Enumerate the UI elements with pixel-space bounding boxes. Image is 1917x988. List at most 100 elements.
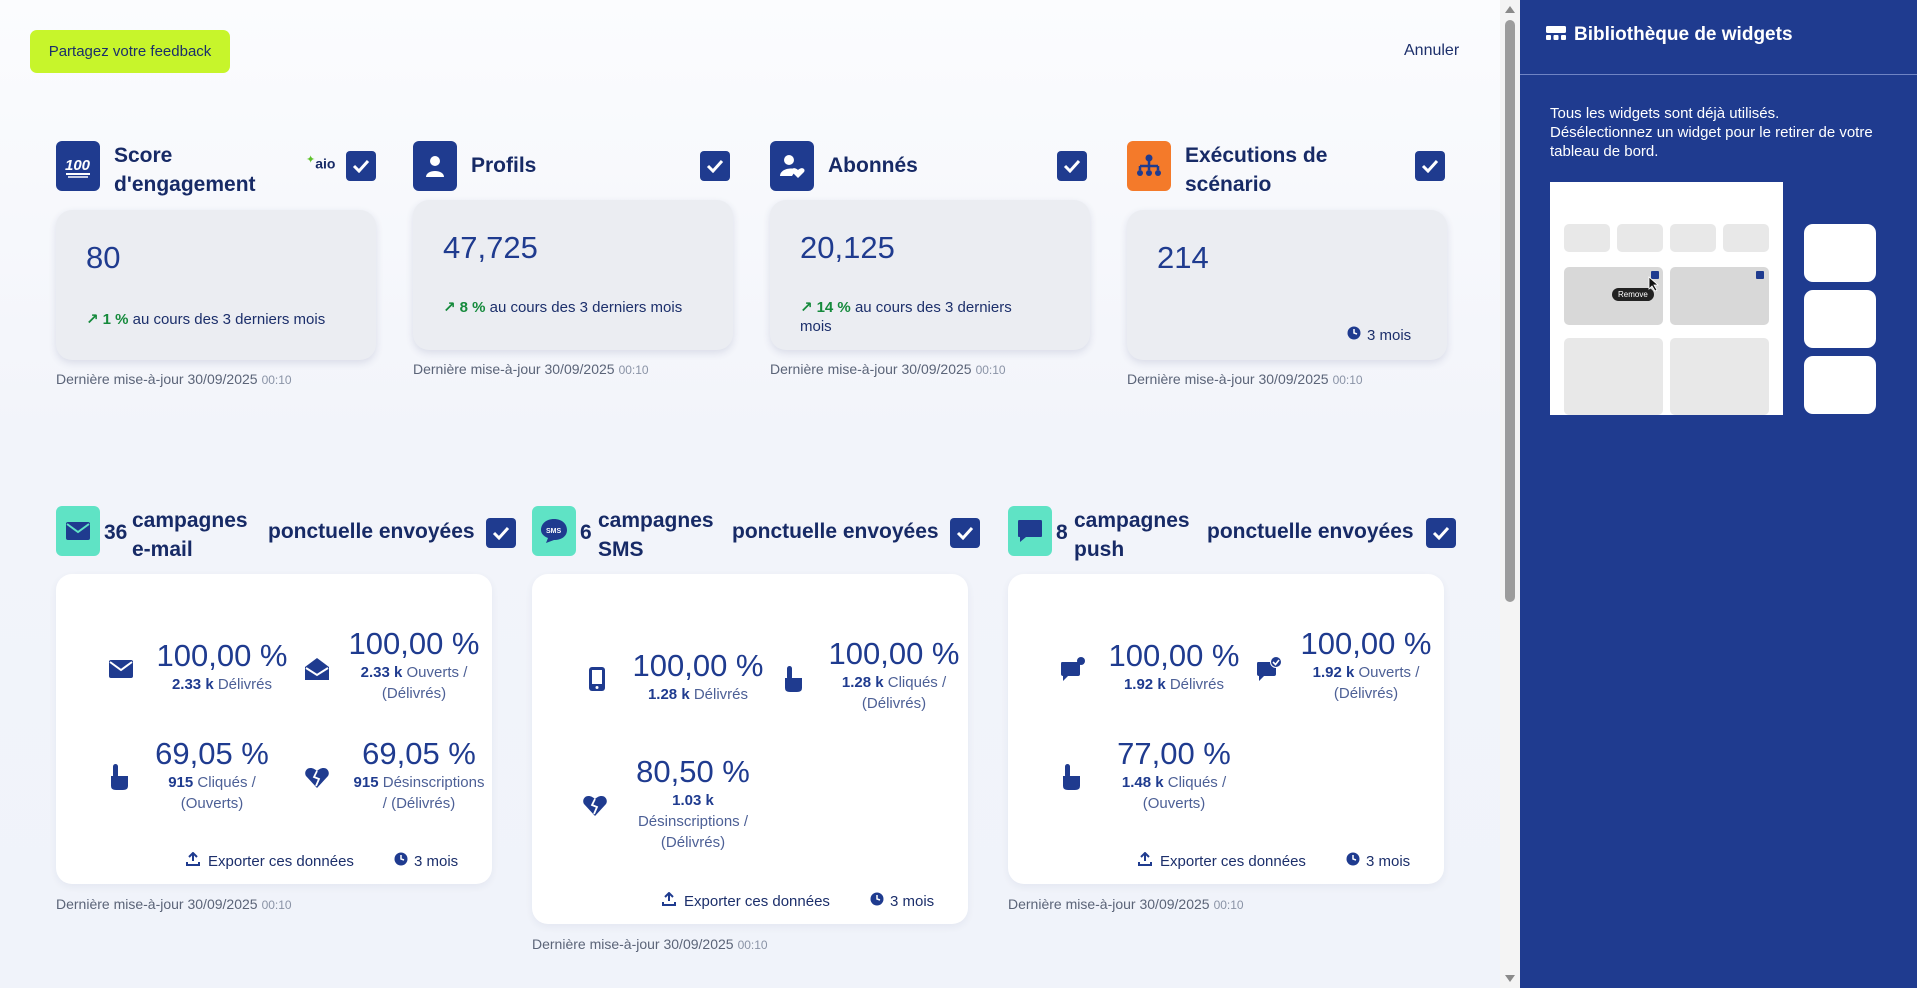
stat-opened: 100,00 % 1.92 k Ouverts / (Délivrés) <box>1300 626 1432 702</box>
trend-up-icon: ↗ <box>800 299 813 316</box>
widget-select-checkbox[interactable] <box>486 518 516 548</box>
preview-tile <box>1670 267 1769 325</box>
campaign-count: 36 <box>104 521 128 544</box>
widget-email-campaigns: 36 campagnes e-mail ponctuelle envoyées … <box>56 506 516 916</box>
clock-icon <box>1346 852 1360 870</box>
widget-preview-illustration: Remove <box>1550 182 1783 415</box>
pointer-hand-icon <box>106 764 132 790</box>
stat-clicked: 77,00 % 1.48 k Cliqués / (Ouverts) <box>1117 736 1231 812</box>
kpi-card: 20,125 ↗ 14 % au cours des 3 derniers mois <box>770 200 1090 350</box>
clock-icon <box>394 852 408 870</box>
widget-select-checkbox[interactable] <box>1057 151 1087 181</box>
stat-clicked: 100,00 % 1.28 k Cliqués / (Délivrés) <box>828 636 960 712</box>
campaign-label: campagnes SMS <box>598 509 714 561</box>
widget-subscribers: Abonnés 20,125 ↗ 14 % au cours des 3 dern… <box>770 141 1090 381</box>
kpi-trend: ↗ 14 % au cours des 3 derniers mois <box>800 299 1012 335</box>
upload-icon <box>662 891 676 910</box>
widget-select-checkbox[interactable] <box>1415 151 1445 181</box>
pointer-hand-icon <box>780 666 806 692</box>
preview-tile <box>1670 224 1716 252</box>
preview-tile <box>1564 224 1610 252</box>
kpi-value: 47,725 <box>443 230 538 265</box>
widget-template-card[interactable] <box>1804 356 1876 414</box>
score-100-icon: 100 <box>56 141 100 191</box>
phone-icon <box>584 666 610 692</box>
hierarchy-icon <box>1127 141 1171 191</box>
period-selector[interactable]: 3 mois <box>870 892 934 910</box>
campaign-suffix: ponctuelle envoyées <box>1207 520 1414 543</box>
last-update: Dernière mise-à-jour 30/09/2025 00:10 <box>56 371 292 387</box>
export-button[interactable]: Exporter ces données <box>1138 851 1306 870</box>
preview-tile <box>1723 224 1769 252</box>
widget-library-icon <box>1546 24 1566 46</box>
panel-title: Bibliothèque de widgets <box>1546 24 1793 46</box>
clock-icon <box>870 892 884 910</box>
last-update: Dernière mise-à-jour 30/09/2025 00:10 <box>1008 896 1244 912</box>
widget-library-panel: Bibliothèque de widgets Tous les widgets… <box>1520 0 1917 988</box>
stat-delivered: 100,00 % 1.92 k Délivrés <box>1108 638 1240 693</box>
stat-clicked: 69,05 % 915 Cliqués / (Ouverts) <box>155 736 269 812</box>
kpi-value: 214 <box>1157 240 1209 275</box>
campaign-label: campagnes push <box>1074 509 1190 561</box>
widget-profiles: Profils 47,725 ↗ 8 % au cours des 3 derni… <box>413 141 733 381</box>
trend-up-icon: ↗ <box>443 299 456 316</box>
widget-engagement-score: 100 Score d'engagement ✦aio 80 ↗ 1 % au c… <box>56 141 376 391</box>
widget-title: Score d'engagement <box>114 144 256 196</box>
kpi-value: 80 <box>86 240 121 275</box>
widget-select-checkbox[interactable] <box>346 151 376 181</box>
kpi-trend: ↗ 1 % au cours des 3 derniers mois <box>86 311 326 328</box>
panel-description: Tous les widgets sont déjà utilisés. Dés… <box>1550 105 1873 160</box>
campaign-count: 8 <box>1056 521 1068 544</box>
kpi-card: 80 ↗ 1 % au cours des 3 derniers mois <box>56 210 376 360</box>
scroll-up-arrow[interactable] <box>1505 6 1515 13</box>
broken-heart-icon <box>582 792 608 818</box>
cancel-link[interactable]: Annuler <box>1404 42 1460 59</box>
stat-unsubscribed: 69,05 % 915 Désinscriptions / (Délivrés) <box>353 736 485 812</box>
export-button[interactable]: Exporter ces données <box>662 891 830 910</box>
widget-scenario-runs: Exécutions de scénario 214 3 mois Derniè… <box>1127 141 1447 391</box>
chat-bubble-icon <box>1008 506 1052 556</box>
widget-template-card[interactable] <box>1804 290 1876 348</box>
campaign-label: campagnes e-mail <box>132 509 248 561</box>
campaign-card: 100,00 % 1.92 k Délivrés 100,00 % 1.92 k… <box>1008 574 1444 884</box>
period-selector[interactable]: 3 mois <box>1346 852 1410 870</box>
stat-opened: 100,00 % 2.33 k Ouverts / (Délivrés) <box>348 626 480 702</box>
campaign-count: 6 <box>580 521 592 544</box>
scroll-down-arrow[interactable] <box>1505 975 1515 982</box>
push-check-icon <box>1256 656 1282 682</box>
kpi-card: 47,725 ↗ 8 % au cours des 3 derniers mois <box>413 200 733 350</box>
campaign-suffix: ponctuelle envoyées <box>732 520 939 543</box>
cursor-icon <box>1648 276 1660 297</box>
remove-tooltip: Remove <box>1612 288 1654 301</box>
campaign-card: 100,00 % 1.28 k Délivrés 100,00 % 1.28 k… <box>532 574 968 924</box>
person-icon <box>413 141 457 191</box>
envelope-open-icon <box>304 656 330 682</box>
export-button[interactable]: Exporter ces données <box>186 851 354 870</box>
preview-tile <box>1617 224 1663 252</box>
period-selector[interactable]: 3 mois <box>1347 326 1411 344</box>
last-update: Dernière mise-à-jour 30/09/2025 00:10 <box>1127 371 1363 387</box>
widget-select-checkbox[interactable] <box>1426 518 1456 548</box>
stat-delivered: 100,00 % 2.33 k Délivrés <box>156 638 288 693</box>
preview-checkbox <box>1756 271 1764 279</box>
widget-select-checkbox[interactable] <box>700 151 730 181</box>
scroll-thumb[interactable] <box>1505 20 1515 602</box>
upload-icon <box>1138 851 1152 870</box>
widget-template-card[interactable] <box>1804 224 1876 282</box>
envelope-icon <box>108 656 134 682</box>
widget-sms-campaigns: SMS 6 campagnes SMS ponctuelle envoyées … <box>532 506 980 956</box>
envelope-icon <box>56 506 100 556</box>
vertical-scrollbar[interactable] <box>1500 0 1520 988</box>
upload-icon <box>186 851 200 870</box>
kpi-trend: ↗ 8 % au cours des 3 derniers mois <box>443 299 683 316</box>
feedback-button[interactable]: Partagez votre feedback <box>30 30 230 73</box>
svg-text:100: 100 <box>65 157 91 174</box>
pointer-hand-icon <box>1058 764 1084 790</box>
period-selector[interactable]: 3 mois <box>394 852 458 870</box>
campaign-card: 100,00 % 2.33 k Délivrés 100,00 % 2.33 k… <box>56 574 492 884</box>
widget-push-campaigns: 8 campagnes push ponctuelle envoyées 100… <box>1008 506 1456 916</box>
trend-up-icon: ↗ <box>86 311 99 328</box>
widget-select-checkbox[interactable] <box>950 518 980 548</box>
dashboard-main: Partagez votre feedback Annuler 100 Scor… <box>0 0 1500 988</box>
stat-delivered: 100,00 % 1.28 k Délivrés <box>632 648 764 703</box>
